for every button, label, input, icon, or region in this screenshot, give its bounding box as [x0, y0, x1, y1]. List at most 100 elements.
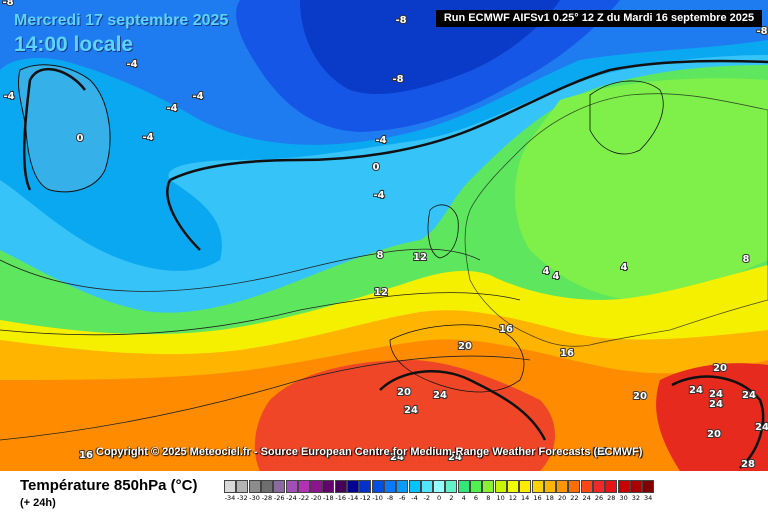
legend-swatch — [285, 480, 298, 493]
legend-swatch — [408, 480, 421, 493]
isotherm-0-loop — [166, 179, 201, 251]
legend-swatch — [457, 480, 470, 493]
temperature-map: -8 -4 -4 0 -4 -4 -4 -8 -8 -4 0 -4 -8 8 12 12 4 4 4 8 16 20 16 2… — [0, 0, 768, 471]
isotherm-label: 24 — [593, 447, 607, 458]
legend-swatch — [297, 480, 310, 493]
legend-value: 14 — [521, 494, 530, 502]
legend-value: -18 — [323, 494, 334, 502]
europe-outline — [464, 93, 768, 347]
hot-core-sahara — [254, 360, 555, 471]
isotherm-label: 16 — [79, 450, 93, 461]
isotherm-label: 16 — [499, 324, 513, 335]
legend-swatch — [420, 480, 433, 493]
forecast-date: Mercredi 17 septembre 2025 — [14, 12, 229, 29]
footer: Température 850hPa (°C) (+ 24h) -34 -32 -3… — [0, 471, 768, 512]
legend-value: -30 — [249, 494, 260, 502]
legend-value: -28 — [261, 494, 273, 502]
legend-swatch — [494, 480, 507, 493]
legend-swatch — [593, 480, 605, 493]
legend-swatch — [334, 480, 347, 493]
isotherm-label: -4 — [375, 135, 386, 146]
isotherm-label: 24 — [404, 405, 418, 416]
legend-value: -10 — [372, 494, 383, 502]
isotherm-16 — [0, 355, 531, 441]
legend-swatch — [236, 480, 249, 493]
legend-value: -34 — [224, 494, 236, 502]
legend-value: -16 — [335, 494, 346, 502]
legend-swatch — [556, 480, 569, 493]
legend-swatch — [322, 480, 335, 493]
legend-swatch — [310, 480, 323, 493]
legend-value: 34 — [644, 494, 653, 502]
legend-value: 28 — [607, 494, 616, 502]
legend-value: -32 — [236, 494, 248, 502]
legend-value: -12 — [359, 494, 371, 502]
model-run-info: Run ECMWF AIFSv1 0.25° 12 Z du Mardi 16 … — [436, 10, 762, 27]
legend-swatch — [433, 480, 446, 493]
isotherm-label: -4 — [166, 103, 177, 114]
scandinavia-outline — [589, 80, 664, 155]
legend-swatch — [617, 480, 630, 493]
isotherm-label: 24 — [448, 452, 462, 463]
legend-value: -26 — [273, 494, 285, 502]
legend-swatch — [224, 480, 236, 493]
legend-swatch — [568, 480, 581, 493]
britain-outline — [427, 204, 459, 259]
legend-value: 16 — [533, 494, 542, 502]
isotherm-0-greenland — [23, 68, 86, 191]
legend-value: 8 — [486, 494, 491, 502]
legend-swatch — [383, 480, 396, 493]
isotherm-label: -4 — [3, 91, 14, 102]
legend-swatch — [605, 480, 618, 493]
legend-value: 12 — [508, 494, 518, 502]
legend-value: -8 — [386, 494, 394, 502]
legend-value: 4 — [461, 494, 466, 502]
isotherm-label: 24 — [433, 390, 447, 401]
legend-value: -4 — [411, 494, 418, 502]
isotherm-label: -4 — [142, 132, 153, 143]
isotherm-label: 12 — [413, 252, 427, 263]
isotherm-20-east — [671, 375, 765, 469]
isotherm-label: 20 — [397, 387, 411, 398]
legend-value: 0 — [437, 494, 442, 502]
legend-swatch — [531, 480, 544, 493]
legend-value: 10 — [496, 494, 505, 502]
legend-value: 32 — [631, 494, 641, 502]
legend-value: -14 — [347, 494, 359, 502]
isotherm-12 — [0, 292, 521, 336]
forecast-offset: (+ 24h) — [20, 497, 56, 509]
isotherm-label: 28 — [741, 459, 755, 470]
legend-swatch — [248, 480, 261, 493]
legend-swatch — [396, 480, 409, 493]
isotherm-label: -4 — [373, 190, 384, 201]
legend-swatch — [580, 480, 593, 493]
isotherm-label: 20 — [707, 429, 721, 440]
parameter-name: Température 850hPa (°C) — [20, 477, 198, 494]
isotherm-label: 4 — [621, 262, 628, 273]
isotherm-label: 16 — [560, 348, 574, 359]
legend-value: 20 — [557, 494, 567, 502]
isotherm-0-main — [169, 59, 768, 182]
legend-value: 24 — [582, 494, 591, 502]
isotherm-label: 4 — [553, 271, 560, 282]
isotherm-label: 8 — [743, 254, 750, 265]
legend-swatch — [347, 480, 359, 493]
copyright-notice: Copyright © 2025 Meteociel.fr - Source E… — [96, 446, 643, 458]
isotherm-label: -8 — [395, 15, 406, 26]
legend-value: -20 — [310, 494, 322, 502]
legend-swatch — [470, 480, 482, 493]
isotherm-label: -4 — [192, 91, 203, 102]
legend-swatch — [371, 480, 384, 493]
legend-value: -24 — [286, 494, 297, 502]
legend-value: 2 — [449, 494, 454, 502]
legend-value: -22 — [298, 494, 310, 502]
isotherm-label: -8 — [2, 0, 13, 8]
legend-swatch — [445, 480, 458, 493]
legend-value: 30 — [619, 494, 628, 502]
isotherm-label: 8 — [377, 250, 384, 261]
legend-value: 18 — [545, 494, 554, 502]
legend-value: 26 — [594, 494, 604, 502]
isotherm-label: 20 — [458, 341, 472, 352]
legend-swatch — [506, 480, 519, 493]
